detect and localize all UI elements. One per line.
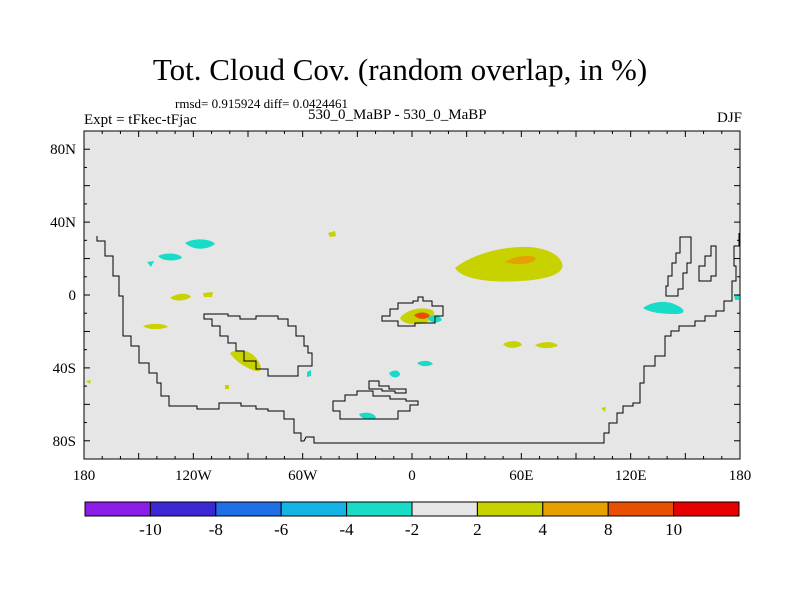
rmsd-diff-stats: rmsd= 0.915924 diff= 0.0424461 xyxy=(175,96,348,111)
y-tick-label: 40N xyxy=(50,215,76,231)
x-tick-label: 180 xyxy=(73,468,96,484)
coastline xyxy=(368,380,407,394)
anomaly-patch xyxy=(389,370,400,378)
anomaly-patch xyxy=(503,341,522,348)
colorbar: -10 -8 -6 -4 -2 2 4 8 10 xyxy=(84,501,740,539)
axis-ticks xyxy=(83,131,741,459)
colorbar-label: -4 xyxy=(340,520,355,539)
anomaly-patch xyxy=(328,231,336,237)
anomaly-patch xyxy=(225,385,229,389)
colorbar-label: -8 xyxy=(209,520,223,539)
coastline xyxy=(203,313,313,377)
colorbar-swatch xyxy=(280,501,348,517)
anomaly-patch xyxy=(601,407,606,412)
colorbar-swatch xyxy=(542,501,609,517)
x-tick-labels: 180 120W 60W 0 60E 120E 180 xyxy=(73,468,752,484)
y-tick-label: 80S xyxy=(53,434,76,450)
anomaly-patch xyxy=(505,255,536,265)
anomaly-patch xyxy=(307,370,311,377)
anomaly-patch xyxy=(158,253,182,261)
coastline xyxy=(96,233,740,444)
coastline xyxy=(665,236,692,297)
x-tick-label: 0 xyxy=(408,468,416,484)
colorbar-label: 10 xyxy=(665,520,682,539)
anomaly-patch xyxy=(86,380,91,384)
x-tick-label: 120W xyxy=(175,468,213,484)
x-tick-label: 60W xyxy=(288,468,318,484)
anomaly-patch xyxy=(535,342,558,349)
colorbar-label: 4 xyxy=(539,520,548,539)
x-tick-label: 120E xyxy=(615,468,647,484)
x-tick-label: 60E xyxy=(509,468,533,484)
colorbar-swatch xyxy=(607,501,675,517)
coastline xyxy=(381,296,444,327)
anomaly-patch xyxy=(359,412,376,420)
anomaly-patch xyxy=(143,323,168,330)
case-label: 530_0_MaBP - 530_0_MaBP xyxy=(308,107,487,123)
anomaly-patch xyxy=(643,301,684,314)
x-tick-label: 180 xyxy=(729,468,752,484)
colorbar-swatch xyxy=(411,501,478,517)
coastline xyxy=(698,245,717,282)
colorbar-label: 2 xyxy=(473,520,482,539)
map-background xyxy=(84,131,740,459)
season-label: DJF xyxy=(716,110,742,126)
y-tick-label: 80N xyxy=(50,142,76,158)
anomaly-patch xyxy=(455,246,563,282)
anomaly-patch xyxy=(147,261,154,267)
anomaly-patch xyxy=(170,293,191,301)
anomaly-patch xyxy=(185,239,215,249)
y-tick-label: 0 xyxy=(69,288,77,304)
y-tick-label: 40S xyxy=(53,361,76,377)
y-tick-labels: 80N 40N 0 40S 80S xyxy=(50,142,76,450)
colorbar-swatch xyxy=(215,501,282,517)
colorbar-swatch xyxy=(673,501,740,517)
anomaly-patch xyxy=(414,312,430,319)
anomaly-patch xyxy=(417,360,433,367)
coastlines xyxy=(96,233,740,444)
coastline xyxy=(332,390,419,420)
colorbar-label: -2 xyxy=(405,520,419,539)
plot-title: Tot. Cloud Cov. (random overlap, in %) xyxy=(152,52,648,87)
anomaly-patch xyxy=(203,292,213,297)
colorbar-swatch xyxy=(149,501,217,517)
colorbar-label: -6 xyxy=(274,520,288,539)
experiment-label: Expt = tFkec-tFjac xyxy=(84,112,197,128)
colorbar-swatch xyxy=(84,501,151,517)
colorbar-swatch xyxy=(476,501,544,517)
colorbar-swatch xyxy=(346,501,413,517)
colorbar-label: 8 xyxy=(604,520,613,539)
colorbar-label: -10 xyxy=(139,520,162,539)
